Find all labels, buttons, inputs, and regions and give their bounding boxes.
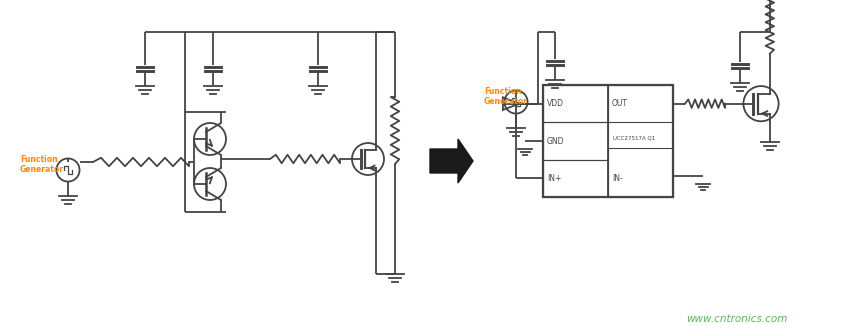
Bar	[608, 148, 673, 197]
Text: IN-: IN-	[612, 174, 623, 183]
Text: GND: GND	[547, 136, 565, 145]
Text: Function: Function	[20, 155, 58, 164]
Text: Generator: Generator	[20, 165, 64, 174]
Text: OUT: OUT	[612, 99, 628, 108]
Bar	[543, 85, 673, 197]
Text: UCC27517A Q1: UCC27517A Q1	[613, 135, 656, 140]
Text: Generator: Generator	[484, 97, 528, 106]
Text: Function: Function	[484, 87, 521, 96]
Text: www.cntronics.com: www.cntronics.com	[686, 314, 787, 324]
Bar	[543, 122, 608, 160]
Bar	[543, 85, 608, 122]
Text: IN+: IN+	[547, 174, 561, 183]
Bar	[608, 85, 673, 122]
Bar	[543, 160, 608, 197]
Text: VDD: VDD	[547, 99, 564, 108]
Polygon shape	[430, 139, 473, 183]
